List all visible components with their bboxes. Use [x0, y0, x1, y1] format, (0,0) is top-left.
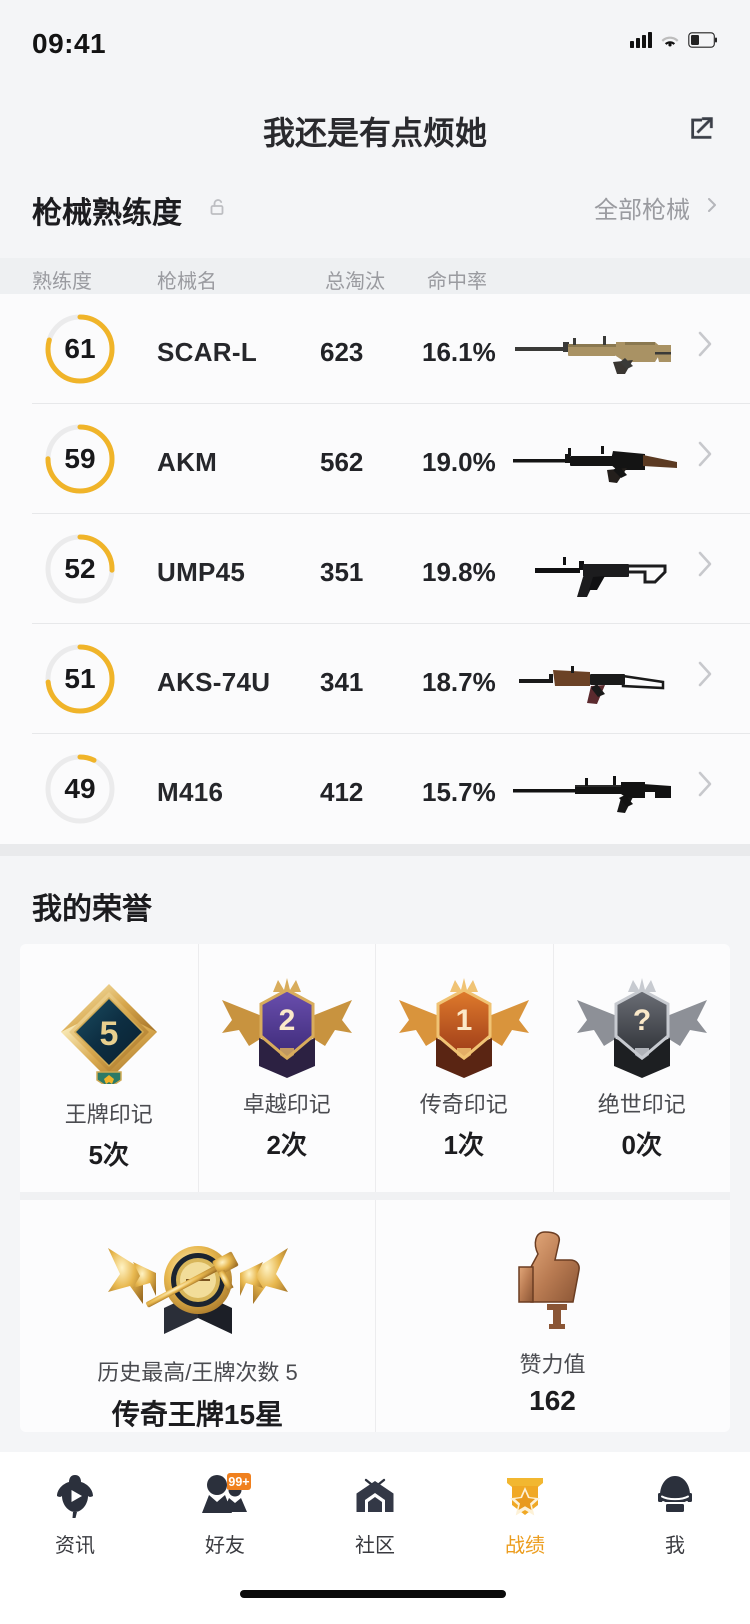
svg-text:99+: 99+: [228, 1475, 249, 1489]
svg-text:5: 5: [99, 1015, 118, 1053]
svg-text:1: 1: [455, 1004, 472, 1037]
svg-text:?: ?: [632, 1004, 650, 1037]
svg-text:2: 2: [278, 1004, 295, 1037]
